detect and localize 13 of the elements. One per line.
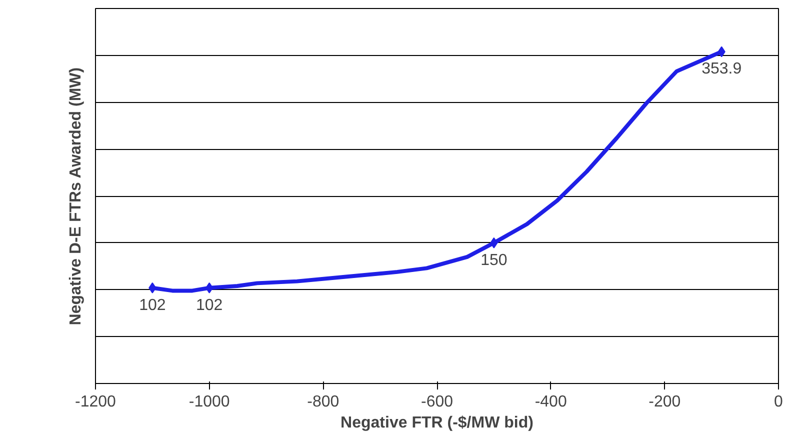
data-label: 102 (196, 296, 223, 314)
x-tick-label: 0 (774, 394, 784, 410)
x-tick-label: -200 (648, 394, 681, 410)
x-tick-label: -1200 (75, 394, 116, 410)
data-label: 102 (139, 296, 166, 314)
x-axis-title: Negative FTR (-$/MW bid) (340, 414, 534, 432)
data-label: 353.9 (702, 60, 742, 78)
y-axis-title: Negative D-E FTRs Awarded (MW) (68, 67, 84, 326)
x-tick-label: -400 (534, 394, 567, 410)
x-tick-label: -1000 (188, 394, 230, 410)
x-tick-label: -800 (307, 394, 340, 410)
x-tick-label: -600 (420, 394, 454, 410)
data-label: 150 (480, 252, 508, 269)
